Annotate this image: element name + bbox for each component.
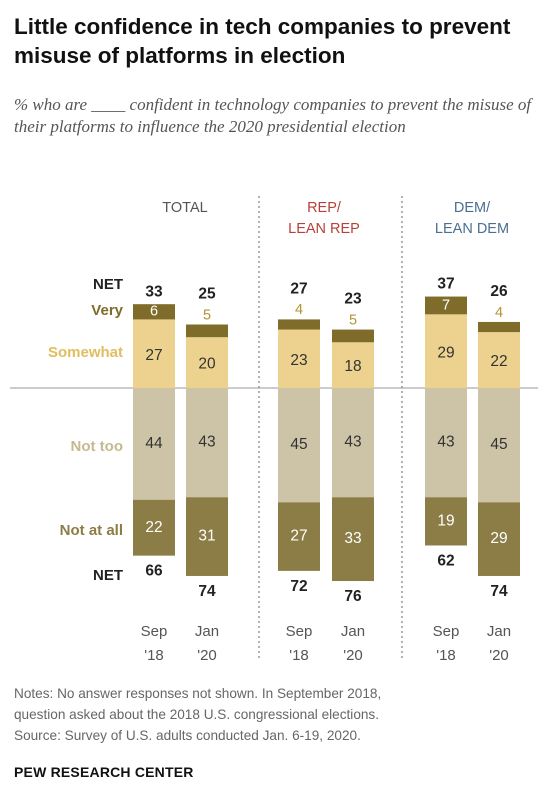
label-not-at-all-g3-b2: 29 xyxy=(490,530,507,547)
row-label-very: Very xyxy=(91,302,123,319)
bar-not-too-g2-b2 xyxy=(332,388,374,498)
group-header-2-line-1: REP/ xyxy=(307,200,342,216)
period-month-g1-b1: Sep xyxy=(141,623,168,640)
period-month-g2-b2: Jan xyxy=(341,623,365,640)
label-somewhat-g1-b1: 27 xyxy=(145,347,162,364)
period-month-g1-b2: Jan xyxy=(195,623,219,640)
row-label-somewhat: Somewhat xyxy=(48,344,123,361)
bar-somewhat-g1-b2 xyxy=(186,337,228,388)
note-line-3: Source: Survey of U.S. adults conducted … xyxy=(14,728,361,743)
chart-subtitle: % who are ____ confident in technology c… xyxy=(14,95,532,136)
period-year-g2-b1: '18 xyxy=(289,647,309,664)
label-net-confident-g2-b2: 23 xyxy=(344,291,362,308)
period-year-g1-b1: '18 xyxy=(144,647,164,664)
period-year-g1-b2: '20 xyxy=(197,647,217,664)
bar-somewhat-g3-b2 xyxy=(478,332,520,388)
label-net-not-confident-g2-b2: 76 xyxy=(344,588,362,605)
label-very-g2-b2: 5 xyxy=(349,312,357,328)
period-month-g3-b2: Jan xyxy=(487,623,511,640)
label-somewhat-g3-b1: 29 xyxy=(437,344,454,361)
label-net-not-confident-g3-b1: 62 xyxy=(437,553,454,570)
label-not-at-all-g3-b1: 19 xyxy=(437,512,454,529)
chart-notes: Notes: No answer responses not shown. In… xyxy=(14,683,539,746)
bar-very-g2-b2 xyxy=(332,329,374,343)
label-somewhat-g2-b1: 23 xyxy=(290,352,307,369)
bar-somewhat-g2-b2 xyxy=(332,342,374,388)
bar-somewhat-g2-b1 xyxy=(278,329,320,388)
label-net-not-confident-g3-b2: 74 xyxy=(490,583,508,600)
row-label-net-confident: NET xyxy=(93,276,123,293)
label-net-not-confident-g2-b1: 72 xyxy=(290,578,307,595)
period-month-g3-b1: Sep xyxy=(433,623,460,640)
row-label-not-at-all: Not at all xyxy=(60,522,123,539)
label-somewhat-g1-b2: 20 xyxy=(198,356,216,373)
label-very-g2-b1: 4 xyxy=(295,302,303,318)
label-not-too-g3-b2: 45 xyxy=(490,436,507,453)
note-line-1: Notes: No answer responses not shown. In… xyxy=(14,686,382,701)
label-not-too-g1-b1: 44 xyxy=(145,435,163,452)
label-very-g3-b2: 4 xyxy=(495,305,503,321)
chart-title: Little confidence in tech companies to p… xyxy=(14,14,511,68)
group-header-3-line-2: LEAN DEM xyxy=(435,221,509,237)
label-somewhat-g2-b2: 18 xyxy=(344,358,361,375)
label-very-g1-b2: 5 xyxy=(203,307,211,323)
bar-not-too-g2-b1 xyxy=(278,388,320,503)
period-month-g2-b1: Sep xyxy=(286,623,313,640)
note-line-2: question asked about the 2018 U.S. congr… xyxy=(14,707,380,722)
row-label-not-too: Not too xyxy=(71,438,123,455)
bar-not-at-all-g3-b1 xyxy=(425,497,467,546)
bar-not-too-g1-b2 xyxy=(186,388,228,498)
bar-somewhat-g1-b1 xyxy=(133,319,175,388)
bar-very-g3-b1 xyxy=(425,296,467,315)
label-not-at-all-g2-b1: 27 xyxy=(290,528,307,545)
label-net-confident-g3-b2: 26 xyxy=(490,283,508,300)
label-very-g3-b1: 7 xyxy=(442,297,450,313)
label-not-at-all-g2-b2: 33 xyxy=(344,530,361,547)
bar-not-at-all-g1-b1 xyxy=(133,499,175,556)
bar-somewhat-g3-b1 xyxy=(425,314,467,388)
bar-not-at-all-g2-b2 xyxy=(332,497,374,582)
label-somewhat-g3-b2: 22 xyxy=(490,353,507,370)
label-net-not-confident-g1-b1: 66 xyxy=(145,563,163,580)
bar-very-g3-b2 xyxy=(478,321,520,333)
source-brand: PEW RESEARCH CENTER xyxy=(14,764,194,780)
bar-very-g1-b1 xyxy=(133,304,175,320)
bar-very-g2-b1 xyxy=(278,319,320,330)
period-year-g2-b2: '20 xyxy=(343,647,363,664)
row-label-net-not-confident: NET xyxy=(93,567,123,584)
bar-not-too-g3-b2 xyxy=(478,388,520,503)
label-net-confident-g2-b1: 27 xyxy=(290,281,307,298)
period-year-g3-b2: '20 xyxy=(489,647,509,664)
label-not-too-g3-b1: 43 xyxy=(437,434,454,451)
label-not-too-g1-b2: 43 xyxy=(198,434,215,451)
bar-not-at-all-g2-b1 xyxy=(278,502,320,571)
bar-not-at-all-g3-b2 xyxy=(478,502,520,576)
label-very-g1-b1: 6 xyxy=(150,304,158,320)
label-not-at-all-g1-b1: 22 xyxy=(145,519,162,536)
label-not-too-g2-b2: 43 xyxy=(344,434,361,451)
label-net-not-confident-g1-b2: 74 xyxy=(198,583,216,600)
label-net-confident-g1-b2: 25 xyxy=(198,286,216,303)
bar-very-g1-b2 xyxy=(186,324,228,338)
group-header-2-line-2: LEAN REP xyxy=(288,221,360,237)
group-header-1-line-1: TOTAL xyxy=(162,200,207,216)
label-net-confident-g1-b1: 33 xyxy=(145,283,163,300)
period-year-g3-b1: '18 xyxy=(436,647,456,664)
bar-not-too-g1-b1 xyxy=(133,388,175,500)
label-not-too-g2-b1: 45 xyxy=(290,436,307,453)
label-net-confident-g3-b1: 37 xyxy=(437,276,454,293)
bar-not-too-g3-b1 xyxy=(425,388,467,498)
label-not-at-all-g1-b2: 31 xyxy=(198,528,215,545)
group-header-3-line-1: DEM/ xyxy=(454,200,491,216)
bar-not-at-all-g1-b2 xyxy=(186,497,228,576)
stacked-bar-chart: NET Very Somewhat Not too Not at all NET TOTAL… xyxy=(10,196,538,664)
